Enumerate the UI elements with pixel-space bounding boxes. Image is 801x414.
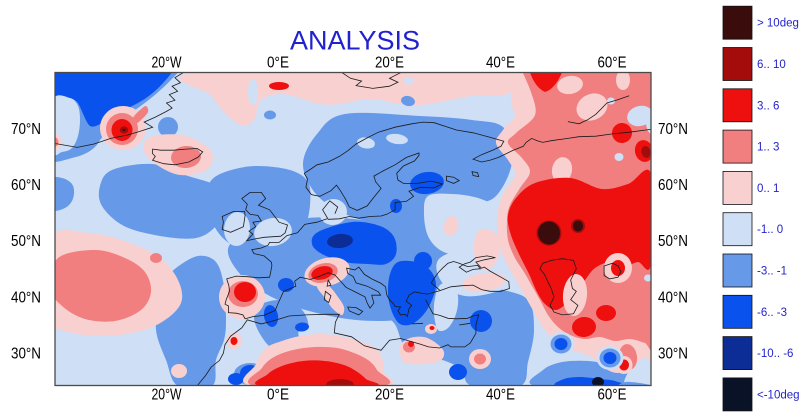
svg-text:40°E: 40°E [486, 55, 515, 72]
svg-text:40°N: 40°N [658, 289, 688, 306]
svg-text:60°E: 60°E [598, 55, 627, 72]
svg-text:50°N: 50°N [11, 233, 41, 250]
svg-text:40°N: 40°N [11, 289, 41, 306]
svg-text:0°E: 0°E [267, 387, 289, 404]
svg-text:ANALYSIS: ANALYSIS [290, 26, 420, 56]
svg-text:-3.. -1: -3.. -1 [757, 266, 787, 278]
svg-text:6.. 10: 6.. 10 [757, 59, 786, 71]
svg-text:60°E: 60°E [598, 387, 627, 404]
svg-text:60°N: 60°N [11, 177, 41, 194]
svg-text:0.. 1: 0.. 1 [757, 183, 779, 195]
svg-text:<-10deg: <-10deg [757, 389, 800, 401]
svg-text:-6.. -3: -6.. -3 [757, 307, 787, 319]
svg-text:30°N: 30°N [11, 346, 41, 363]
svg-text:20°W: 20°W [152, 55, 182, 72]
svg-text:70°N: 70°N [658, 121, 688, 138]
svg-text:3.. 6: 3.. 6 [757, 100, 779, 112]
svg-text:30°N: 30°N [658, 346, 688, 363]
svg-text:-10.. -6: -10.. -6 [757, 348, 793, 360]
svg-text:> 10deg: > 10deg [757, 18, 799, 30]
svg-text:50°N: 50°N [658, 233, 688, 250]
svg-text:20°W: 20°W [152, 387, 182, 404]
svg-text:60°N: 60°N [658, 177, 688, 194]
svg-text:-1.. 0: -1.. 0 [757, 224, 783, 236]
svg-text:40°E: 40°E [486, 387, 515, 404]
svg-text:1.. 3: 1.. 3 [757, 142, 779, 154]
svg-text:0°E: 0°E [267, 55, 289, 72]
svg-text:20°E: 20°E [375, 387, 404, 404]
svg-text:70°N: 70°N [11, 121, 41, 138]
svg-text:20°E: 20°E [375, 55, 404, 72]
